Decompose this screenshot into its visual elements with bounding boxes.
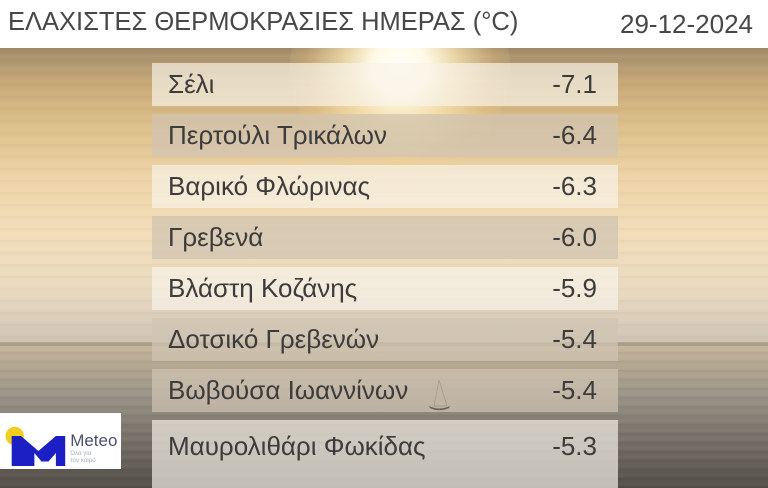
svg-text:Meteo: Meteo	[70, 431, 117, 450]
svg-text:Όλα για: Όλα για	[69, 450, 92, 457]
svg-text:τον καιρό: τον καιρό	[70, 457, 96, 464]
